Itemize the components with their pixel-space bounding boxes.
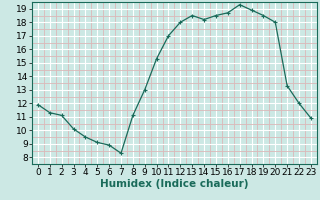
X-axis label: Humidex (Indice chaleur): Humidex (Indice chaleur): [100, 179, 249, 189]
